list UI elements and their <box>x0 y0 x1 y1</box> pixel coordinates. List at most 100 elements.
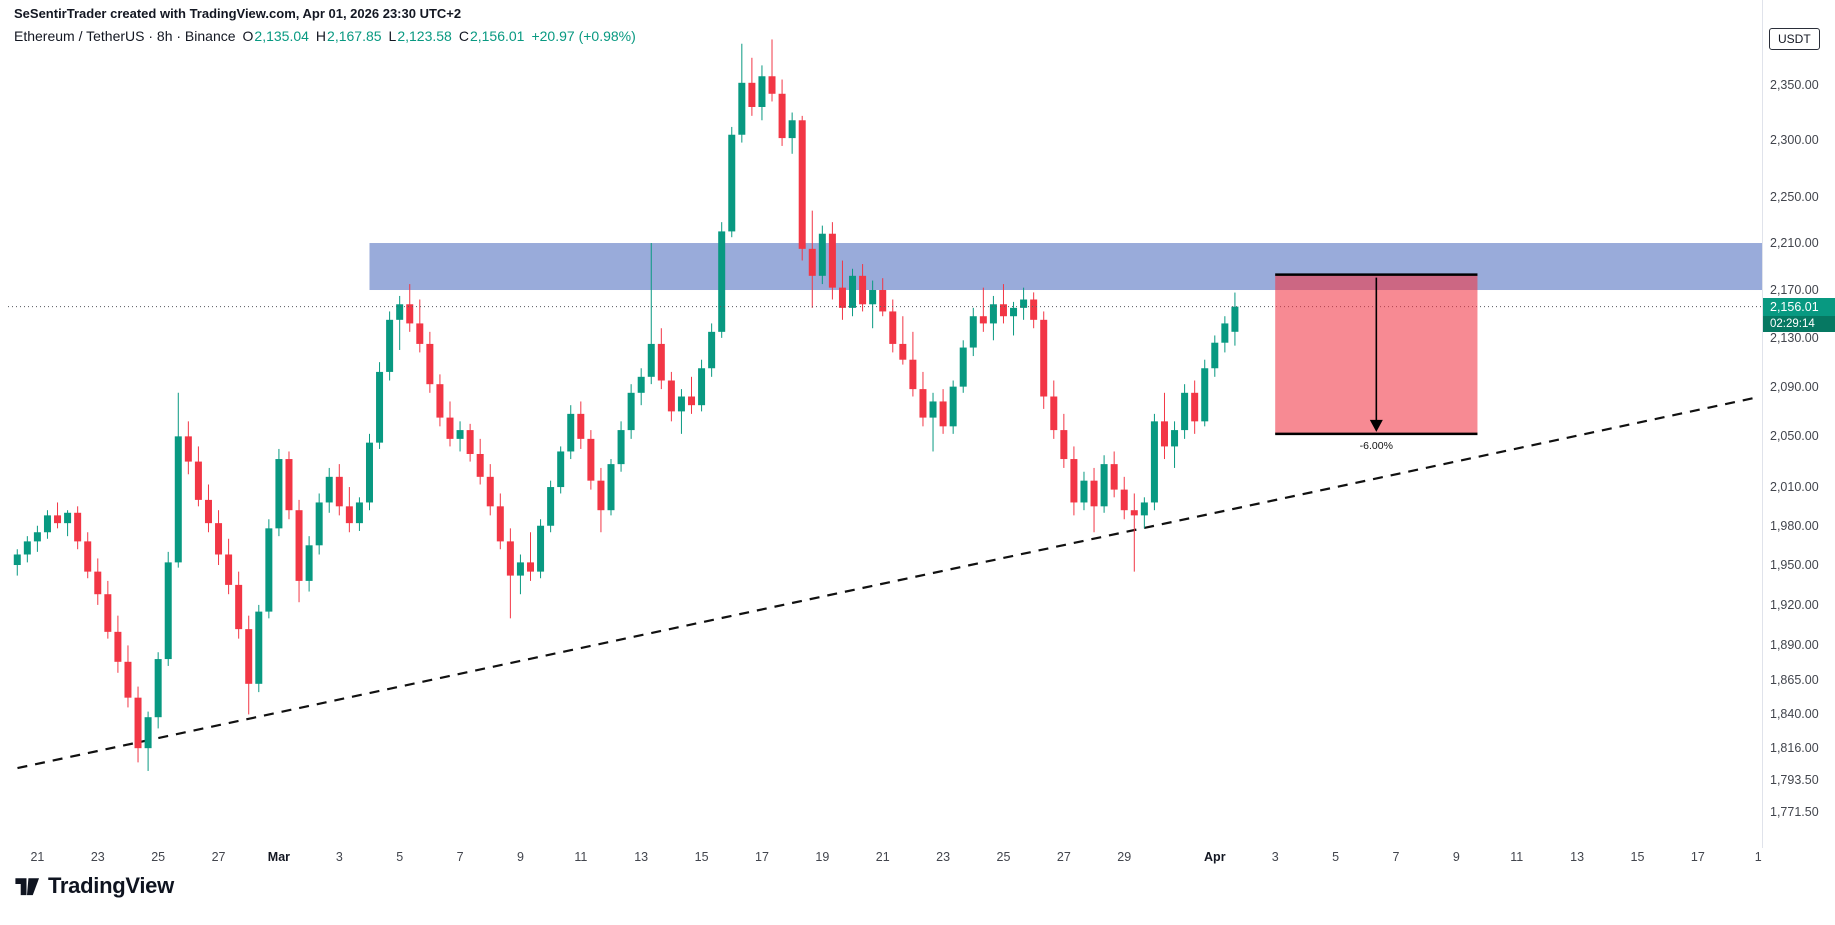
price-axis[interactable]: USDT 2,350.00 2,300.00 2,250.00 2,210.00 2,1… <box>1762 0 1835 848</box>
candle-body <box>335 476 343 507</box>
candle-body <box>94 571 102 595</box>
time-axis-label: 17 <box>1690 850 1705 864</box>
price-axis-label: 2,350.00 <box>1770 78 1819 92</box>
candle-body <box>808 248 816 276</box>
candle-body <box>667 380 675 412</box>
candle-body <box>305 545 313 581</box>
time-axis-label: 15 <box>694 850 709 864</box>
candle-body <box>688 396 696 406</box>
candle-body <box>1231 306 1239 332</box>
candle-body <box>617 430 625 465</box>
candle-body <box>999 304 1007 317</box>
candle-body <box>879 290 887 312</box>
currency-button[interactable]: USDT <box>1769 28 1820 50</box>
symbol-title[interactable]: Ethereum / TetherUS · 8h · Binance <box>14 28 236 44</box>
time-axis-label: 17 <box>755 850 769 864</box>
candle-body <box>134 697 142 749</box>
ohlc-high: H2,167.85 <box>316 28 382 44</box>
symbol-info-bar: Ethereum / TetherUS · 8h · Binance O2,13… <box>14 28 636 44</box>
candle-body <box>486 476 494 507</box>
ohlc-high-label: H <box>315 28 327 44</box>
candle-body <box>23 541 31 555</box>
price-axis-label: 1,920.00 <box>1770 597 1819 612</box>
candle-body <box>355 502 363 524</box>
candle-body <box>13 554 21 566</box>
candle-body <box>758 76 766 107</box>
price-axis-label: 2,090.00 <box>1770 379 1819 394</box>
candle-body <box>798 120 806 249</box>
time-axis-label: 13 <box>1570 850 1585 864</box>
time-axis-label: 11 <box>1510 850 1524 864</box>
ohlc-low-label: L <box>388 28 397 44</box>
candle-body <box>426 343 434 385</box>
price-axis-label: 1,865.00 <box>1770 672 1819 687</box>
candle-body <box>64 512 72 524</box>
candle-body <box>345 506 353 524</box>
price-axis-label: 2,170.00 <box>1770 283 1819 297</box>
candle-body <box>647 343 655 377</box>
time-axis-label: 5 <box>396 850 404 864</box>
candle-body <box>1040 319 1048 397</box>
candle-body <box>74 512 82 542</box>
candle-body <box>245 629 253 684</box>
tradingview-logo[interactable]: TradingView <box>13 872 174 899</box>
candle-body <box>939 401 947 427</box>
candle-body <box>114 631 122 662</box>
candle-body <box>698 368 706 406</box>
candle-body <box>174 436 182 563</box>
candle-body <box>919 389 927 418</box>
candle-body <box>587 438 595 481</box>
candle-body <box>1050 396 1058 431</box>
candle-body <box>516 562 524 576</box>
time-axis-label: 25 <box>151 850 166 864</box>
candle-body <box>406 304 414 324</box>
candle-body <box>265 528 273 612</box>
trendline[interactable] <box>17 396 1756 770</box>
candle-body <box>597 480 605 511</box>
current-price-badge: 2,156.01 <box>1763 297 1835 316</box>
change-value: +20.97 (+0.98%) <box>531 28 636 44</box>
candle-body <box>506 541 514 576</box>
price-axis-label: 1,816.00 <box>1770 741 1819 756</box>
price-axis-label: 2,210.00 <box>1770 236 1819 251</box>
candle-body <box>124 661 132 698</box>
time-axis-label: 27 <box>211 850 226 864</box>
candle-body <box>184 436 192 462</box>
candle-body <box>708 331 716 369</box>
candle-body <box>275 459 283 529</box>
time-axis[interactable]: 21 23 25 27 Mar 3 5 7 9 11 13 15 17 19 21 23 25 27 29 Apr 3 5… <box>0 845 1762 871</box>
candle-body <box>959 347 967 387</box>
candle-body <box>788 120 796 139</box>
candle-body <box>225 554 233 585</box>
candle-body <box>1120 489 1128 511</box>
price-axis-label: 1,793.50 <box>1770 773 1819 788</box>
candle-body <box>1160 421 1168 447</box>
time-axis-label: 25 <box>996 850 1011 864</box>
time-axis-label: 3 <box>1271 850 1279 864</box>
candle-body <box>869 290 877 305</box>
candle-body <box>1201 368 1209 422</box>
candle-body <box>215 523 223 555</box>
candle-body <box>386 319 394 372</box>
candle-body <box>979 316 987 324</box>
candle-body <box>1030 299 1038 320</box>
candle-body <box>376 371 384 443</box>
resistance-zone <box>369 243 1762 291</box>
price-axis-label: 2,010.00 <box>1770 480 1819 495</box>
candle-body <box>859 275 867 305</box>
candle-body <box>1060 430 1068 460</box>
candle-body <box>154 659 162 718</box>
candle-body <box>1171 430 1179 447</box>
candle-body <box>1150 421 1158 503</box>
candle-body <box>446 417 454 439</box>
candle-body <box>929 401 937 418</box>
candle-body <box>1110 464 1118 490</box>
candle-body <box>557 451 565 488</box>
candles <box>13 39 1239 771</box>
time-axis-label: 29 <box>1117 850 1132 864</box>
candle-body <box>889 311 897 344</box>
candle-body <box>728 134 736 232</box>
time-axis-label: 3 <box>335 850 343 864</box>
candle-body <box>1181 392 1189 431</box>
